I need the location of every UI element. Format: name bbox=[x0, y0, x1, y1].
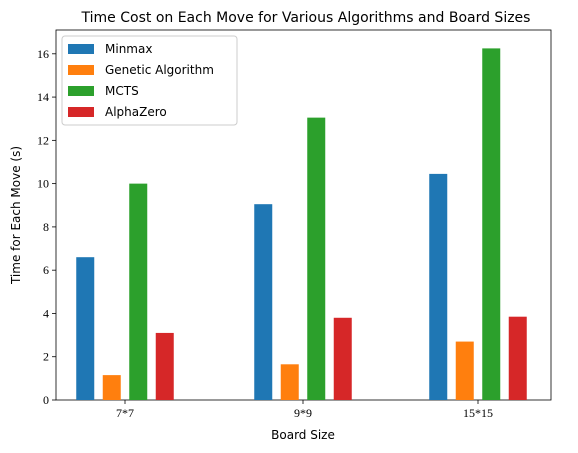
bar-minmax-15x15 bbox=[429, 173, 448, 400]
legend: Minmax Genetic Algorithm MCTS AlphaZero bbox=[61, 35, 238, 126]
x-tick-label: 9*9 bbox=[294, 406, 312, 420]
y-tick-label: 10 bbox=[37, 177, 49, 191]
y-tick-label: 0 bbox=[43, 393, 49, 407]
bar-genetic-algorithm-7x7 bbox=[102, 375, 121, 400]
x-tick-label: 15*15 bbox=[463, 406, 493, 420]
bar-mcts-9x9 bbox=[307, 117, 326, 400]
y-tick-label: 6 bbox=[43, 263, 49, 277]
y-axis-label: Time for Each Move (s) bbox=[9, 146, 23, 285]
x-tick-label: 7*7 bbox=[116, 406, 134, 420]
legend-box bbox=[61, 35, 238, 126]
legend-label-alphazero: AlphaZero bbox=[105, 105, 167, 119]
chart-title: Time Cost on Each Move for Various Algor… bbox=[81, 10, 531, 26]
y-tick-label: 4 bbox=[43, 306, 49, 320]
x-axis-label: Board Size bbox=[271, 428, 335, 442]
plot-frame bbox=[55, 29, 552, 401]
legend-label-mcts: MCTS bbox=[105, 84, 139, 98]
bar-alphazero-9x9 bbox=[333, 317, 352, 400]
legend-swatch-alphazero bbox=[68, 107, 94, 117]
legend-label-minmax: Minmax bbox=[105, 42, 152, 56]
bar-alphazero-15x15 bbox=[508, 316, 527, 400]
bar-mcts-7x7 bbox=[129, 183, 148, 400]
legend-swatch-minmax bbox=[68, 44, 94, 54]
y-tick-label: 12 bbox=[37, 133, 49, 147]
y-axis-ticks: 0 2 4 6 8 10 12 14 16 bbox=[37, 47, 56, 407]
x-axis-ticks: 7*7 9*9 15*15 bbox=[116, 400, 493, 420]
y-tick-label: 16 bbox=[37, 47, 49, 61]
bar-genetic-algorithm-15x15 bbox=[455, 341, 474, 400]
y-tick-label: 14 bbox=[37, 90, 49, 104]
legend-swatch-mcts bbox=[68, 86, 94, 96]
bar-mcts-15x15 bbox=[482, 48, 501, 400]
y-tick-label: 2 bbox=[43, 350, 49, 364]
legend-swatch-genetic-algorithm bbox=[68, 65, 94, 75]
bar-alphazero-7x7 bbox=[155, 332, 174, 400]
bar-genetic-algorithm-9x9 bbox=[280, 364, 299, 400]
y-tick-label: 8 bbox=[43, 220, 49, 234]
bar-minmax-9x9 bbox=[254, 204, 273, 400]
bars-group bbox=[76, 48, 527, 400]
plot-area: 0 2 4 6 8 10 12 14 16 7*7 9*9 15*15 bbox=[37, 29, 552, 420]
bar-minmax-7x7 bbox=[76, 257, 95, 400]
legend-label-genetic-algorithm: Genetic Algorithm bbox=[105, 63, 214, 77]
